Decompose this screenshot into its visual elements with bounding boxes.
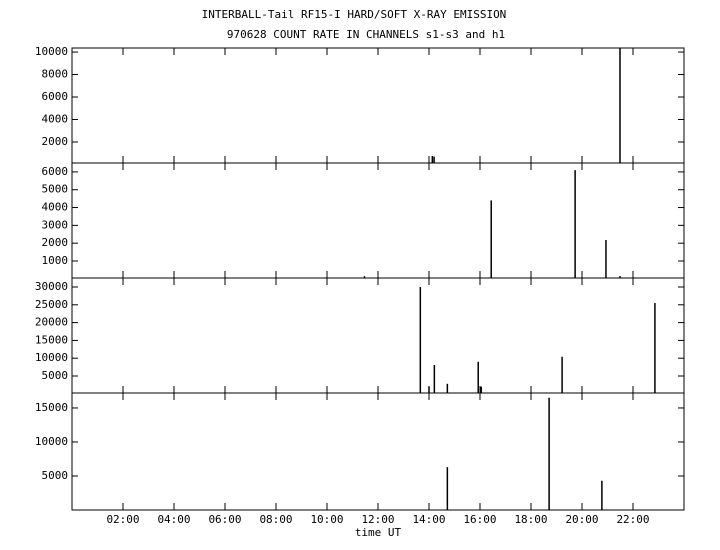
y-tick-label: 10000: [35, 45, 68, 58]
y-tick-label: 20000: [35, 316, 68, 329]
y-tick-label: 15000: [35, 401, 68, 414]
y-tick-label: 6000: [42, 165, 69, 178]
y-tick-label: 25000: [35, 298, 68, 311]
y-tick-label: 6000: [42, 90, 69, 103]
y-tick-label: 5000: [42, 469, 69, 482]
x-tick-label: 14:00: [412, 513, 445, 526]
y-tick-label: 10000: [35, 435, 68, 448]
chart-title: INTERBALL-Tail RF15-I HARD/SOFT X-RAY EM…: [202, 8, 507, 21]
x-tick-label: 06:00: [208, 513, 241, 526]
y-tick-label: 4000: [42, 201, 69, 214]
y-tick-label: 3000: [42, 218, 69, 231]
chart-subtitle: 970628 COUNT RATE IN CHANNELS s1-s3 and …: [227, 28, 505, 41]
y-tick-label: 15000: [35, 333, 68, 346]
x-tick-label: 04:00: [157, 513, 190, 526]
y-tick-label: 8000: [42, 68, 69, 81]
panel-frame: [71, 277, 685, 394]
x-tick-label: 22:00: [616, 513, 649, 526]
y-tick-label: 2000: [42, 236, 69, 249]
y-tick-label: 4000: [42, 112, 69, 125]
x-axis-label: time UT: [355, 526, 402, 539]
x-tick-label: 10:00: [310, 513, 343, 526]
x-tick-label: 20:00: [565, 513, 598, 526]
panel-frame: [71, 47, 685, 164]
y-tick-label: 5000: [42, 183, 69, 196]
x-tick-label: 08:00: [259, 513, 292, 526]
x-tick-label: 12:00: [361, 513, 394, 526]
y-tick-label: 5000: [42, 369, 69, 382]
x-tick-label: 02:00: [106, 513, 139, 526]
y-tick-label: 1000: [42, 254, 69, 267]
x-tick-label: 18:00: [514, 513, 547, 526]
y-tick-label: 30000: [35, 280, 68, 293]
x-tick-label: 16:00: [463, 513, 496, 526]
panel-frame: [71, 162, 685, 279]
y-tick-label: 2000: [42, 135, 69, 148]
y-tick-label: 10000: [35, 351, 68, 364]
panel-frame: [71, 392, 685, 511]
